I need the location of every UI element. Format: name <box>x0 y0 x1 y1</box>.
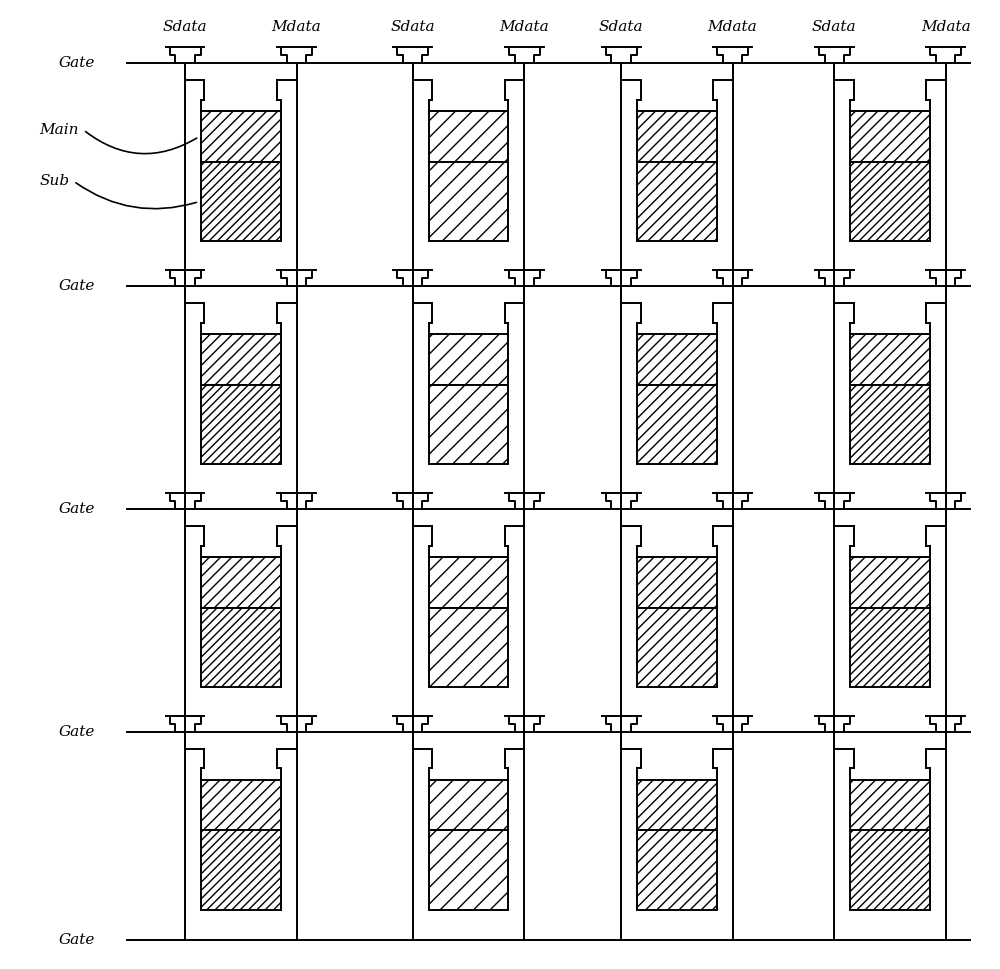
Bar <box>850 780 930 830</box>
Bar <box>850 608 930 687</box>
Bar <box>637 830 717 910</box>
Bar <box>201 830 281 910</box>
Bar <box>850 385 930 464</box>
Bar <box>637 780 717 830</box>
Text: Sdata: Sdata <box>812 20 857 34</box>
Text: Sdata: Sdata <box>163 20 207 34</box>
Text: Sdata: Sdata <box>390 20 435 34</box>
Bar <box>637 334 717 385</box>
Text: Mdata: Mdata <box>272 20 321 34</box>
Bar <box>429 557 508 608</box>
Text: Mdata: Mdata <box>708 20 757 34</box>
Text: Mdata: Mdata <box>921 20 971 34</box>
Bar <box>637 385 717 464</box>
Text: Sub: Sub <box>40 174 70 188</box>
Bar <box>850 334 930 385</box>
Bar <box>850 557 930 608</box>
Bar <box>201 111 281 162</box>
Bar <box>201 608 281 687</box>
Bar <box>201 557 281 608</box>
Bar <box>201 780 281 830</box>
Bar <box>429 162 508 241</box>
Text: Sdata: Sdata <box>599 20 643 34</box>
Text: Gate: Gate <box>59 502 95 516</box>
Bar <box>850 111 930 162</box>
Bar <box>429 780 508 830</box>
Bar <box>637 111 717 162</box>
Text: Gate: Gate <box>59 56 95 70</box>
Text: Gate: Gate <box>59 725 95 738</box>
Bar <box>429 830 508 910</box>
Bar <box>429 111 508 162</box>
Text: Mdata: Mdata <box>499 20 549 34</box>
Bar <box>850 162 930 241</box>
Bar <box>201 334 281 385</box>
Bar <box>850 830 930 910</box>
Bar <box>637 608 717 687</box>
Text: Gate: Gate <box>59 933 95 947</box>
Bar <box>429 334 508 385</box>
Bar <box>637 557 717 608</box>
Text: Main: Main <box>40 123 79 137</box>
Bar <box>201 385 281 464</box>
Bar <box>637 162 717 241</box>
Bar <box>429 608 508 687</box>
Text: Gate: Gate <box>59 279 95 293</box>
Bar <box>429 385 508 464</box>
Bar <box>201 162 281 241</box>
